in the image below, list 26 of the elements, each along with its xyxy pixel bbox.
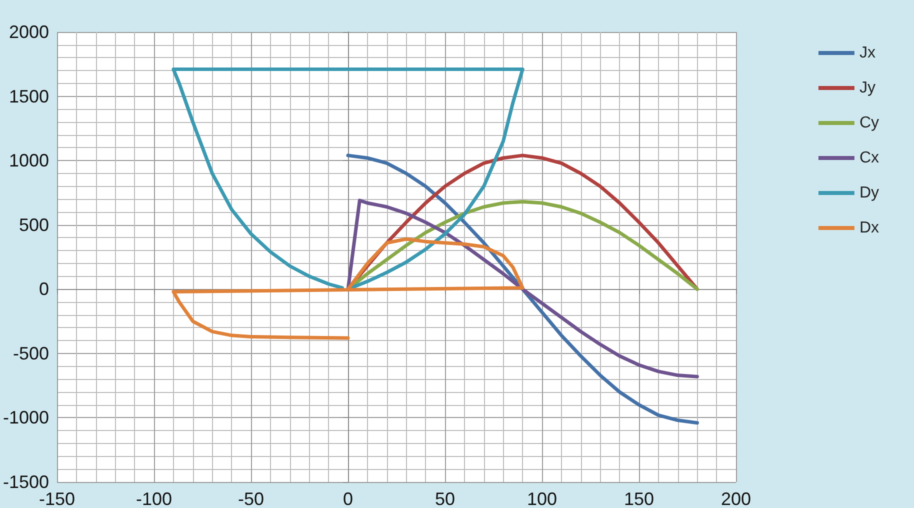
- y-tick-label: -1500: [2, 472, 50, 492]
- legend-label: Dy: [859, 184, 880, 202]
- line-series: [172, 68, 524, 291]
- x-tick-label: -150: [39, 489, 76, 508]
- x-tick-label: 200: [720, 489, 752, 508]
- x-tick-label: 50: [435, 489, 456, 508]
- x-tick-label: -100: [136, 489, 172, 508]
- y-tick-label: -1000: [2, 408, 50, 428]
- y-tick-label: 2000: [8, 22, 50, 42]
- legend-label: Jy: [859, 80, 876, 96]
- line-series: [346, 154, 699, 425]
- line-series: [346, 198, 699, 378]
- y-tick-label: 1000: [8, 150, 50, 171]
- y-tick-label: 500: [18, 214, 50, 235]
- x-tick-label: 0: [343, 489, 354, 508]
- line-series: [172, 237, 524, 340]
- legend-label: Cy: [859, 114, 880, 132]
- legend-label: Jx: [859, 44, 876, 62]
- legend-label: Cx: [859, 150, 880, 166]
- y-tick-label: -500: [13, 343, 50, 364]
- y-tick-label: 0: [39, 279, 50, 300]
- x-tick-label: 100: [526, 489, 558, 508]
- y-tick-label: 1500: [8, 86, 50, 106]
- x-tick-label: -50: [238, 489, 264, 508]
- legend-label: Dx: [859, 220, 880, 236]
- x-tick-label: 150: [624, 489, 654, 508]
